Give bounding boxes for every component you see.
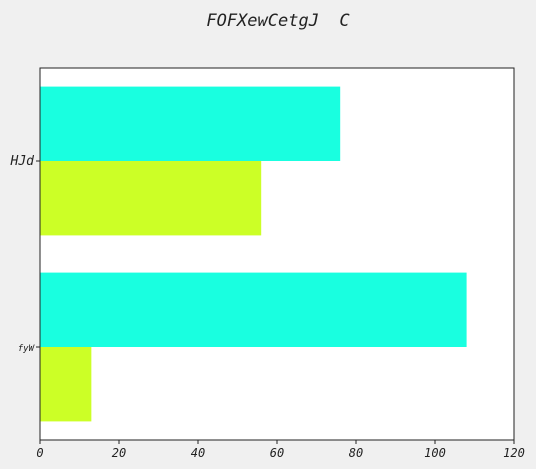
y-category-label: fyW — [18, 344, 36, 354]
y-category-label: HJd — [10, 154, 35, 169]
x-tick-label: 120 — [503, 446, 525, 460]
bar-series2-fyW — [40, 347, 92, 422]
bar-series2-HJd — [40, 161, 262, 236]
x-tick-label: 20 — [112, 446, 126, 460]
x-tick-label: 80 — [349, 446, 363, 460]
y-axis-labels: HJd fyW — [10, 154, 40, 354]
x-axis-ticks: 0 20 40 60 80 100 120 — [36, 440, 525, 460]
bar-series1-fyW — [40, 272, 467, 347]
bars-group — [40, 86, 467, 422]
x-tick-label: 60 — [270, 446, 284, 460]
x-tick-label: 40 — [191, 446, 205, 460]
x-tick-label: 0 — [36, 446, 43, 460]
x-tick-label: 100 — [424, 446, 446, 460]
bar-series1-HJd — [40, 86, 341, 161]
chart-title: FOFXewCetgJ C — [206, 11, 350, 31]
